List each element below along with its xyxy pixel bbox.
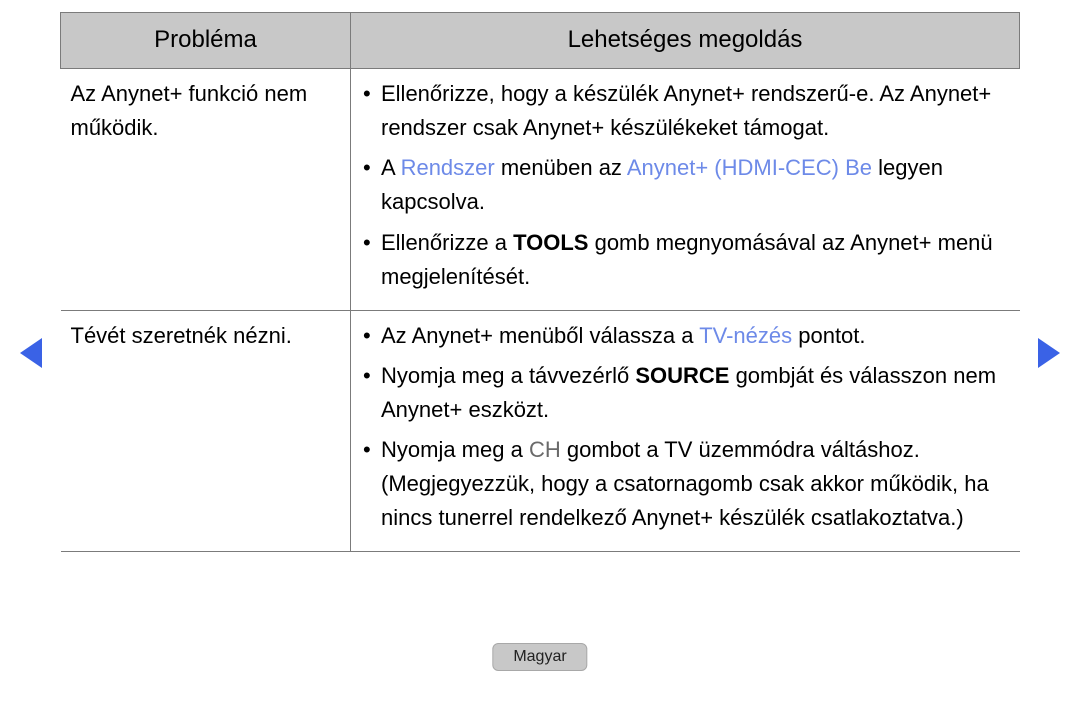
cell-problem: Tévét szeretnék nézni. [61,310,351,552]
language-button[interactable]: Magyar [492,643,587,671]
menu-path-link: TV-nézés [699,323,792,348]
solution-text: Nyomja meg a [381,437,529,462]
menu-path-link: Be [845,155,872,180]
table-row: Az Anynet+ funkció nem működik.Ellenőriz… [61,69,1020,311]
table-row: Tévét szeretnék nézni. Az Anynet+ menüből… [61,310,1020,552]
solution-item: Ellenőrizze a TOOLS gomb megnyomásával a… [361,226,1010,294]
troubleshooting-table-wrap: Probléma Lehetséges megoldás Az Anynet+ … [60,12,1020,552]
next-page-arrow-icon[interactable] [1038,338,1060,368]
solution-text: Ellenőrizze a [381,230,513,255]
th-solution: Lehetséges megoldás [351,13,1020,69]
solution-text: Az Anynet+ menüből válassza a [381,323,699,348]
table-body: Az Anynet+ funkció nem működik.Ellenőriz… [61,69,1020,552]
solution-item: A Rendszer menüben az Anynet+ (HDMI-CEC)… [361,151,1010,219]
solution-item: Ellenőrizze, hogy a készülék Anynet+ ren… [361,77,1010,145]
solution-text: A [381,155,401,180]
button-label: SOURCE [635,363,729,388]
cell-problem: Az Anynet+ funkció nem működik. [61,69,351,311]
solution-text: pontot. [792,323,865,348]
solution-item: Nyomja meg a távvezérlő SOURCE gombját é… [361,359,1010,427]
solution-text: Nyomja meg a távvezérlő [381,363,635,388]
menu-path-link: Anynet+ (HDMI-CEC) [627,155,839,180]
solution-list: Ellenőrizze, hogy a készülék Anynet+ ren… [361,77,1010,294]
menu-path-link: Rendszer [401,155,495,180]
cell-solution: Ellenőrizze, hogy a készülék Anynet+ ren… [351,69,1020,311]
troubleshooting-table: Probléma Lehetséges megoldás Az Anynet+ … [60,12,1020,552]
th-problem: Probléma [61,13,351,69]
solution-list: Az Anynet+ menüből válassza a TV-nézés p… [361,319,1010,536]
physical-key-label: CH [529,437,561,462]
cell-solution: Az Anynet+ menüből válassza a TV-nézés p… [351,310,1020,552]
solution-item: Az Anynet+ menüből válassza a TV-nézés p… [361,319,1010,353]
solution-text: menüben az [495,155,627,180]
solution-item: Nyomja meg a CH gombot a TV üzemmódra vá… [361,433,1010,535]
prev-page-arrow-icon[interactable] [20,338,42,368]
solution-text: Ellenőrizze, hogy a készülék Anynet+ ren… [381,81,991,140]
button-label: TOOLS [513,230,588,255]
